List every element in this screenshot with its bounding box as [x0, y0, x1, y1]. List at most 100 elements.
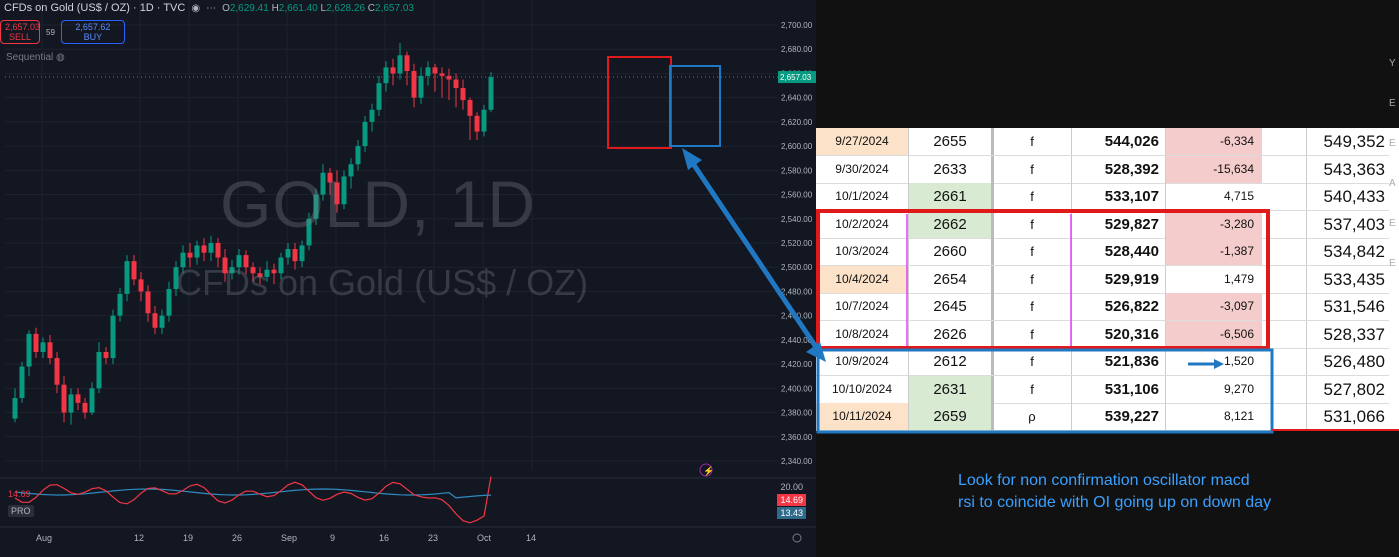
candle — [460, 79, 466, 110]
candle-body — [54, 358, 60, 385]
candle — [348, 158, 354, 189]
candle-body — [467, 100, 473, 116]
cell-open-interest: 533,107 — [1071, 183, 1166, 210]
cell-oi-change: -15,634 — [1166, 155, 1262, 183]
cell-date: 10/2/2024 — [835, 216, 889, 231]
spread-value: 59 — [46, 27, 55, 37]
candle — [320, 164, 326, 201]
cell-total: 528,337 — [1306, 320, 1389, 348]
price-axis-label: 2,420.00 — [781, 360, 813, 369]
symbol-title[interactable]: CFDs on Gold (US$ / OZ) · 1D · TVC — [4, 2, 186, 14]
chart-pane[interactable]: 2,700.002,680.002,660.002,640.002,620.00… — [0, 0, 816, 557]
buy-price: 2,657.62 — [75, 22, 111, 32]
candle — [369, 103, 375, 132]
price-axis-label: 2,680.00 — [781, 45, 813, 54]
sheet-row[interactable]: 10/11/2024 2659 ρ 539,227 8,121 531,066 — [816, 403, 1389, 431]
time-axis-label: Oct — [477, 533, 492, 543]
candle-body — [369, 109, 375, 122]
cell-open-interest: 520,316 — [1071, 320, 1166, 348]
candle — [26, 330, 32, 377]
more-icon[interactable]: ⋯ — [206, 2, 217, 14]
candle-body — [19, 366, 25, 399]
cell-date: 10/9/2024 — [835, 354, 889, 368]
candle-body — [110, 315, 116, 359]
candle-body — [243, 255, 249, 268]
price-axis-label: 2,560.00 — [781, 191, 813, 200]
buy-label: BUY — [83, 32, 103, 42]
candle-body — [362, 121, 368, 147]
sheet-row[interactable]: 10/4/2024 2654 f 529,919 1,479 533,435 — [816, 265, 1389, 294]
cell-oi-change: 1,479 — [1223, 271, 1254, 286]
eye-icon[interactable]: ◉ — [191, 2, 201, 14]
open-interest-sheet: 9/27/2024 2655 f 544,026 -6,334 549,352 9/30/2… — [816, 58, 1399, 431]
candle-body — [75, 394, 81, 403]
cell-price: 2633 — [908, 155, 994, 183]
sheet-row[interactable]: 9/30/2024 2633 f 528,392 -15,634 543,363 — [816, 155, 1389, 184]
cell-open-interest: 528,440 — [1071, 238, 1166, 265]
candle-body — [201, 245, 207, 253]
candle-body — [292, 249, 298, 262]
time-axis-label: 16 — [379, 533, 389, 543]
candle — [61, 376, 67, 423]
cell-flag: f — [993, 375, 1072, 403]
price-axis: 2,700.002,680.002,660.002,640.002,620.00… — [778, 21, 816, 466]
price-chart[interactable]: 2,700.002,680.002,660.002,640.002,620.00… — [0, 0, 816, 557]
candle-body — [453, 79, 459, 88]
candle — [89, 382, 95, 415]
sheet-row[interactable]: 10/7/2024 2645 f 526,822 -3,097 531,546 — [816, 293, 1389, 321]
candle-body — [152, 313, 158, 328]
sheet-row[interactable]: 9/27/2024 2655 f 544,026 -6,334 549,352 — [816, 128, 1389, 156]
cell-oi-change: 4,715 — [1223, 189, 1254, 203]
sequential-indicator-label[interactable]: Sequential ◍ — [6, 52, 65, 63]
sheet-row[interactable]: 10/1/2024 2661 f 533,107 4,715 540,433 — [816, 183, 1389, 211]
price-axis-label: 2,540.00 — [781, 215, 813, 224]
candle — [467, 97, 473, 141]
candle-body — [327, 172, 333, 183]
cell-price: 2662 — [908, 210, 994, 238]
candle — [40, 337, 46, 359]
sheet-row[interactable]: 10/8/2024 2626 f 520,316 -6,506 528,337 — [816, 320, 1389, 349]
cell-date: 10/4/2024 — [816, 265, 908, 293]
candle — [159, 309, 165, 334]
sheet-row[interactable]: 10/3/2024 2660 f 528,440 -1,387 534,842 — [816, 238, 1389, 266]
note-line-1: Look for non confirmation oscillator mac… — [958, 472, 1250, 489]
cell-oi-change: 8,121 — [1223, 409, 1254, 423]
candle-body — [334, 182, 340, 205]
sheet-row[interactable]: 10/2/2024 2662 f 529,827 -3,280 537,403 — [816, 210, 1389, 239]
cell-flag: f — [993, 265, 1072, 293]
edge-letter: E — [1389, 258, 1396, 269]
candle — [166, 281, 172, 322]
candle-body — [103, 352, 109, 359]
indicator-pro-badge[interactable]: PRO — [8, 505, 34, 517]
price-axis-label: 2,400.00 — [781, 384, 813, 393]
edge-letter: E — [1389, 98, 1396, 109]
candle-body — [82, 402, 88, 413]
candle — [313, 188, 319, 225]
chart-header: CFDs on Gold (US$ / OZ) · 1D · TVC ◉ ⋯ O… — [4, 2, 414, 14]
indicator-value-left: 14.69 — [8, 489, 31, 499]
price-axis-label: 2,700.00 — [781, 21, 813, 30]
candle — [75, 388, 81, 411]
sell-button[interactable]: 2,657.03 SELL — [0, 20, 40, 44]
price-axis-label: 2,640.00 — [781, 94, 813, 103]
candle — [68, 388, 74, 425]
candle-body — [194, 245, 200, 258]
cell-date: 9/27/2024 — [816, 128, 908, 155]
sheet-row[interactable]: 10/10/2024 2631 f 531,106 9,270 527,802 — [816, 375, 1389, 404]
candle — [229, 259, 235, 280]
cell-open-interest: 544,026 — [1071, 128, 1166, 155]
sell-price: 2,657.03 — [5, 22, 41, 32]
candle — [453, 73, 459, 108]
sheet-row[interactable]: 10/9/2024 2612 f 521,836 1,520 526,480 — [816, 348, 1389, 376]
candle — [54, 352, 60, 394]
buy-button[interactable]: 2,657.62 BUY — [60, 20, 125, 44]
price-axis-label: 2,580.00 — [781, 166, 813, 175]
cell-price: 2612 — [908, 348, 994, 375]
cell-total: 531,546 — [1306, 293, 1389, 320]
candle-body — [138, 279, 144, 292]
cell-oi-change: -1,387 — [1166, 238, 1262, 265]
hide-eye-icon[interactable]: ◍ — [56, 52, 65, 63]
cell-date: 10/11/2024 — [816, 403, 908, 430]
cell-oi-change: 1,520 — [1223, 354, 1254, 368]
candle — [488, 72, 494, 113]
